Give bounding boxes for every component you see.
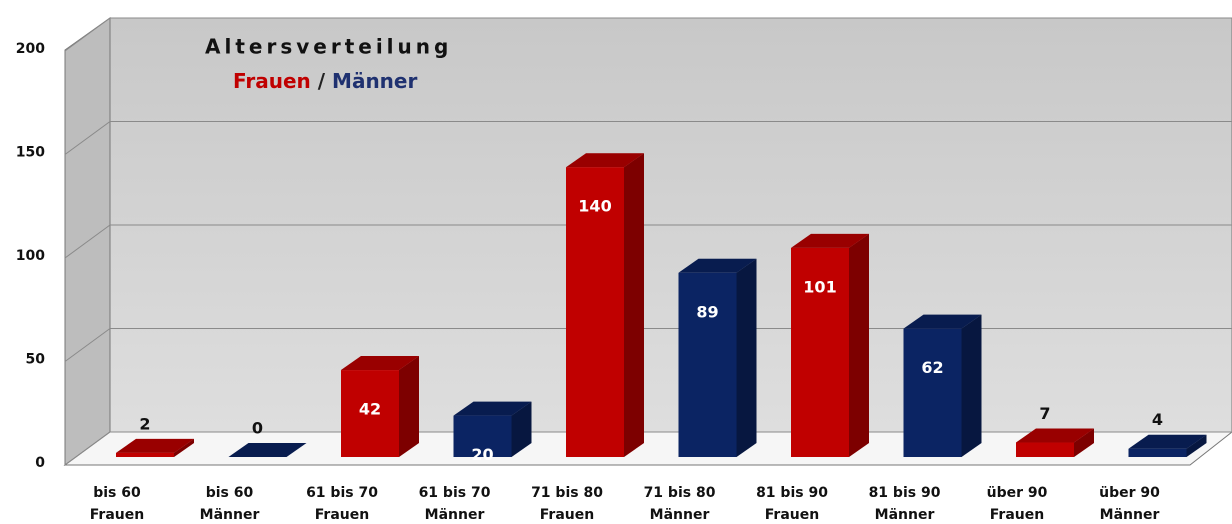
legend: Frauen / Männer bbox=[233, 69, 417, 93]
bar bbox=[341, 370, 399, 457]
x-tick-label: Frauen bbox=[990, 507, 1044, 523]
x-tick-label: Frauen bbox=[540, 507, 594, 523]
legend-entry: Frauen bbox=[233, 69, 311, 93]
bar-side-shade bbox=[174, 438, 194, 457]
grid-line bbox=[64, 121, 111, 155]
data-label: 0 bbox=[252, 419, 263, 438]
bar-side-shade bbox=[849, 233, 869, 457]
bar-side bbox=[849, 233, 869, 457]
bar-side bbox=[961, 314, 982, 457]
bar-side-shade bbox=[399, 356, 419, 457]
grid-line bbox=[64, 328, 111, 362]
bar-side-shade bbox=[1186, 434, 1207, 457]
x-tick-label: Männer bbox=[650, 507, 710, 523]
bar-top-shade bbox=[116, 438, 194, 453]
bar-side bbox=[511, 401, 532, 457]
x-tick-label: 61 bis 70 bbox=[419, 485, 491, 501]
bar-top-shade bbox=[228, 443, 307, 457]
x-tick-label: Männer bbox=[1100, 507, 1160, 523]
data-label: 7 bbox=[1039, 404, 1050, 423]
bar-top bbox=[453, 401, 532, 416]
bar-top bbox=[1128, 434, 1207, 449]
data-label: 42 bbox=[359, 400, 381, 419]
bar-top-shade bbox=[566, 153, 644, 168]
y-tick-label: 200 bbox=[16, 41, 45, 57]
grid-line bbox=[64, 224, 111, 259]
x-tick-label: Männer bbox=[875, 507, 935, 523]
bar-side bbox=[624, 153, 644, 457]
data-label: 62 bbox=[921, 358, 943, 377]
bar bbox=[791, 247, 849, 457]
bar bbox=[903, 328, 962, 457]
bar-side-shade bbox=[961, 314, 982, 457]
bar-top-shade bbox=[791, 233, 869, 248]
x-tick-label: 71 bis 80 bbox=[531, 485, 603, 501]
x-tick-label: 81 bis 90 bbox=[756, 485, 828, 501]
bar-top-shade bbox=[341, 356, 419, 371]
data-label: 2 bbox=[139, 414, 150, 433]
bar-top bbox=[341, 356, 419, 371]
x-tick-label: Frauen bbox=[765, 507, 819, 523]
x-tick-label: Männer bbox=[200, 507, 260, 523]
grid-line bbox=[64, 431, 111, 466]
bar-top-shade bbox=[678, 258, 757, 273]
bar-top bbox=[116, 438, 194, 453]
bar-side bbox=[1074, 428, 1094, 457]
x-tick-label: Frauen bbox=[315, 507, 369, 523]
bar-top bbox=[566, 153, 644, 168]
data-label: 89 bbox=[696, 302, 718, 321]
bar bbox=[1016, 442, 1074, 457]
x-tick-label: über 90 bbox=[1099, 485, 1160, 501]
x-tick-label: 71 bis 80 bbox=[644, 485, 716, 501]
data-label: 4 bbox=[1152, 410, 1163, 429]
bar bbox=[678, 272, 737, 457]
chart-title: Altersverteilung bbox=[205, 35, 452, 59]
bar-side-shade bbox=[1074, 428, 1094, 457]
bar-side-shade bbox=[511, 401, 532, 457]
y-tick-label: 0 bbox=[35, 455, 45, 471]
x-tick-label: bis 60 bbox=[206, 485, 254, 501]
bar-top-shade bbox=[1128, 434, 1207, 449]
bar-side-shade bbox=[736, 258, 757, 457]
legend-separator: / bbox=[318, 69, 326, 93]
data-label: 140 bbox=[578, 197, 611, 216]
data-label: 20 bbox=[471, 445, 493, 464]
bar-side bbox=[1186, 434, 1207, 457]
bar-top-shade bbox=[1016, 428, 1094, 443]
bar-top bbox=[1016, 428, 1094, 443]
y-tick-label: 150 bbox=[16, 145, 45, 161]
bar bbox=[1128, 448, 1187, 457]
y-tick-label: 50 bbox=[26, 352, 46, 368]
x-tick-label: Männer bbox=[425, 507, 485, 523]
legend-entry: Männer bbox=[332, 69, 417, 93]
bar-top bbox=[228, 443, 307, 457]
data-label: 101 bbox=[803, 277, 836, 296]
grid-line bbox=[64, 17, 111, 52]
bar-top bbox=[903, 314, 982, 329]
bar bbox=[453, 415, 512, 457]
x-tick-label: 61 bis 70 bbox=[306, 485, 378, 501]
bar-side bbox=[174, 438, 194, 457]
bar bbox=[566, 167, 624, 457]
bar bbox=[116, 452, 174, 457]
bar-side bbox=[399, 356, 419, 457]
x-tick-label: 81 bis 90 bbox=[869, 485, 941, 501]
x-tick-label: über 90 bbox=[987, 485, 1048, 501]
bar-top-shade bbox=[903, 314, 982, 329]
x-tick-label: bis 60 bbox=[93, 485, 141, 501]
x-tick-label: Frauen bbox=[90, 507, 144, 523]
bar-top bbox=[791, 233, 869, 248]
bar-top bbox=[678, 258, 757, 273]
bar-side-shade bbox=[624, 153, 644, 457]
y-tick-label: 100 bbox=[16, 248, 45, 264]
bar-side bbox=[736, 258, 757, 457]
bar-top-shade bbox=[453, 401, 532, 416]
